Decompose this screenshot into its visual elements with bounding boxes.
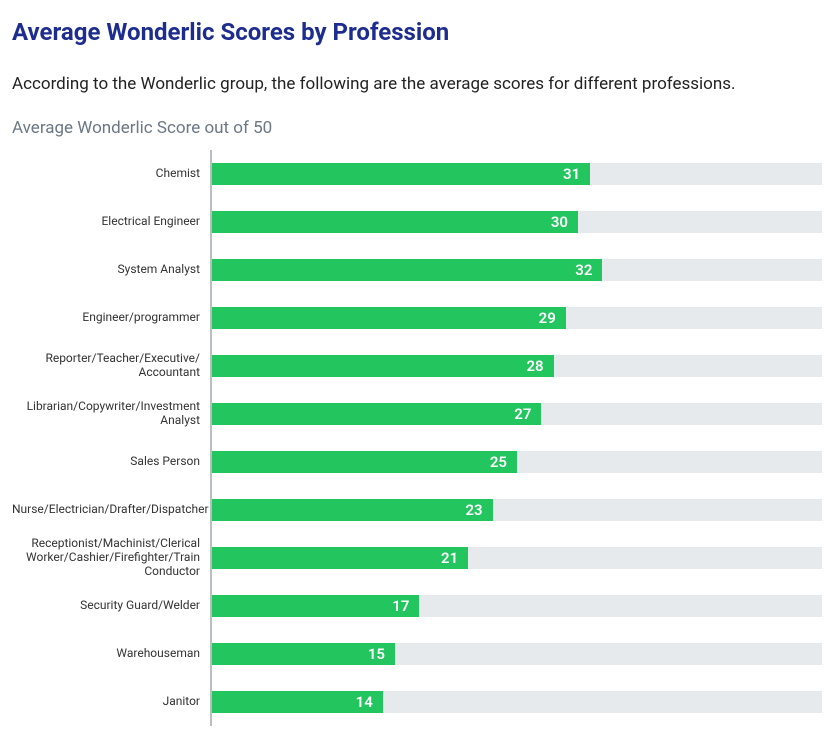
bar-value: 30 bbox=[551, 213, 568, 231]
bar-chart: Chemist Electrical Engineer System Analyst… bbox=[12, 150, 822, 726]
bar-label: Reporter/Teacher/Executive/Accountant bbox=[12, 352, 210, 380]
bar-fill: 27 bbox=[212, 403, 541, 425]
bar-value: 17 bbox=[392, 597, 409, 615]
page-title: Average Wonderlic Scores by Profession bbox=[12, 18, 822, 46]
bar-track: 23 bbox=[212, 499, 822, 521]
bar-label: Electrical Engineer bbox=[12, 215, 210, 229]
bar-fill: 15 bbox=[212, 643, 395, 665]
bar-fill: 17 bbox=[212, 595, 419, 617]
bar-fill: 25 bbox=[212, 451, 517, 473]
bar-label: Nurse/Electrician/Drafter/Dispatcher bbox=[12, 503, 210, 517]
chart-label-column: Chemist Electrical Engineer System Analyst… bbox=[12, 150, 210, 726]
bar-track: 14 bbox=[212, 691, 822, 713]
bar-fill: 14 bbox=[212, 691, 383, 713]
bar-track: 30 bbox=[212, 211, 822, 233]
bar-fill: 32 bbox=[212, 259, 602, 281]
bar-label: Librarian/Copywriter/InvestmentAnalyst bbox=[12, 400, 210, 428]
bar-track: 27 bbox=[212, 403, 822, 425]
bar-value: 23 bbox=[465, 501, 482, 519]
bar-fill: 21 bbox=[212, 547, 468, 569]
bar-track: 17 bbox=[212, 595, 822, 617]
bar-label: Chemist bbox=[12, 167, 210, 181]
bar-value: 27 bbox=[514, 405, 531, 423]
bar-fill: 28 bbox=[212, 355, 554, 377]
intro-text: According to the Wonderlic group, the fo… bbox=[12, 74, 822, 94]
bar-label: Engineer/programmer bbox=[12, 311, 210, 325]
bar-track: 25 bbox=[212, 451, 822, 473]
bar-label: System Analyst bbox=[12, 263, 210, 277]
bar-value: 15 bbox=[368, 645, 385, 663]
bar-label: Security Guard/Welder bbox=[12, 599, 210, 613]
bar-label: Janitor bbox=[12, 695, 210, 709]
chart-subtitle: Average Wonderlic Score out of 50 bbox=[12, 118, 822, 138]
bar-value: 32 bbox=[575, 261, 592, 279]
bar-value: 31 bbox=[563, 165, 580, 183]
bar-value: 14 bbox=[356, 693, 373, 711]
bar-value: 21 bbox=[441, 549, 458, 567]
bar-track: 32 bbox=[212, 259, 822, 281]
bar-value: 28 bbox=[526, 357, 543, 375]
bar-label: Sales Person bbox=[12, 455, 210, 469]
bar-fill: 23 bbox=[212, 499, 493, 521]
bar-track: 28 bbox=[212, 355, 822, 377]
bar-track: 31 bbox=[212, 163, 822, 185]
bar-fill: 30 bbox=[212, 211, 578, 233]
bar-label: Receptionist/Machinist/ClericalWorker/Ca… bbox=[12, 537, 210, 578]
bar-label: Warehouseman bbox=[12, 647, 210, 661]
bar-value: 25 bbox=[490, 453, 507, 471]
bar-track: 29 bbox=[212, 307, 822, 329]
bar-track: 21 bbox=[212, 547, 822, 569]
bar-value: 29 bbox=[539, 309, 556, 327]
bar-fill: 29 bbox=[212, 307, 566, 329]
chart-bars-column: 31 30 32 29 28 27 25 23 21 17 15 14 bbox=[210, 150, 822, 726]
bar-track: 15 bbox=[212, 643, 822, 665]
bar-fill: 31 bbox=[212, 163, 590, 185]
